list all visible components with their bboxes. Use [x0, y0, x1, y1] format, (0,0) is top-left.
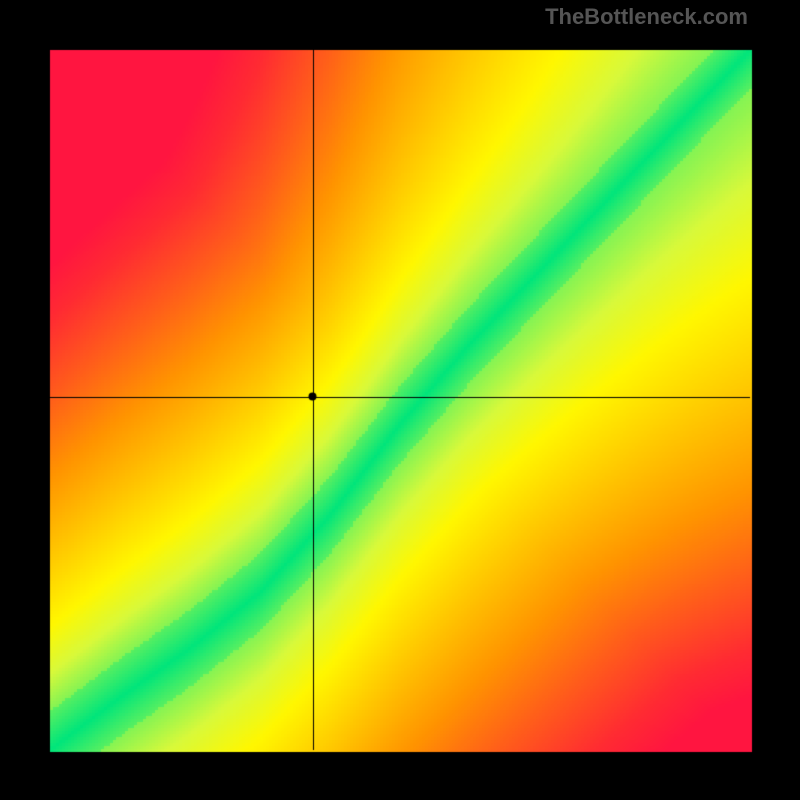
bottleneck-heatmap	[0, 0, 800, 800]
watermark-text: TheBottleneck.com	[545, 4, 748, 30]
chart-container: TheBottleneck.com	[0, 0, 800, 800]
